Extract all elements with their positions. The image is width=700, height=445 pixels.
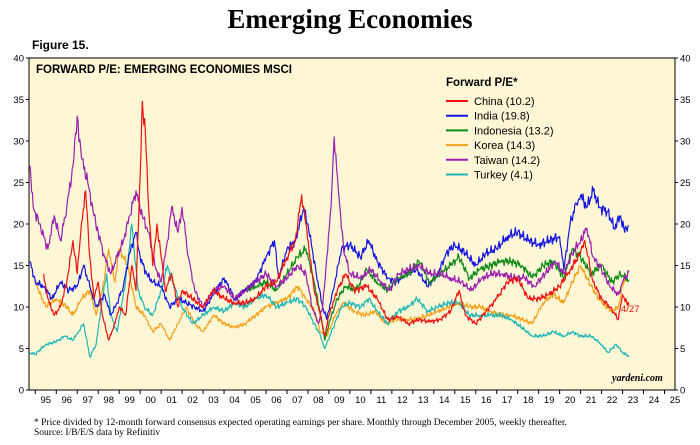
x-tick-label: 14 (439, 395, 450, 406)
legend-label: China (10.2) (474, 96, 535, 108)
legend-label: India (19.8) (474, 111, 530, 123)
y-tick-label-right: 40 (680, 54, 691, 65)
y-tick-label-right: 35 (680, 95, 691, 106)
y-tick-label-right: 20 (680, 220, 691, 231)
footnote: * Price divided by 12-month forward cons… (34, 418, 567, 428)
y-tick-label-right: 5 (680, 344, 685, 355)
x-tick-label: 16 (481, 395, 492, 406)
series-line (34, 248, 630, 341)
x-tick-label: 18 (523, 395, 534, 406)
legend-label: Korea (14.3) (474, 140, 535, 152)
series-line (245, 245, 630, 341)
y-tick-label-right: 30 (680, 137, 691, 148)
y-tick-label-right: 10 (680, 303, 691, 314)
legend-label: Indonesia (13.2) (474, 125, 554, 137)
x-tick-label: 07 (292, 395, 303, 406)
x-tick-label: 15 (460, 395, 471, 406)
y-tick-label-right: 15 (680, 261, 691, 272)
x-tick-label: 09 (334, 395, 345, 406)
y-tick-label-left: 30 (13, 137, 24, 148)
legend-title: Forward P/E* (446, 77, 518, 89)
x-tick-label: 96 (61, 395, 72, 406)
x-tick-label: 11 (376, 395, 386, 406)
x-tick-label: 24 (649, 395, 660, 406)
y-tick-label-right: 0 (680, 386, 685, 397)
figure-label: Figure 15. (32, 38, 89, 52)
y-tick-label-left: 35 (13, 95, 24, 106)
x-tick-label: 95 (40, 395, 51, 406)
series-line (29, 185, 630, 320)
plot-background (28, 57, 676, 391)
page-title: Emerging Economies (227, 4, 473, 34)
end-annotation: 4/27 (621, 304, 640, 315)
x-tick-label: 04 (229, 395, 240, 406)
x-tick-label: 06 (271, 395, 282, 406)
x-tick-label: 01 (166, 395, 177, 406)
x-tick-label: 99 (124, 395, 135, 406)
x-tick-label: 13 (418, 395, 429, 406)
x-tick-label: 00 (145, 395, 156, 406)
x-tick-label: 19 (544, 395, 555, 406)
x-tick-label: 05 (250, 395, 261, 406)
y-tick-label-left: 15 (13, 261, 24, 272)
y-tick-label-right: 25 (680, 178, 691, 189)
x-tick-label: 02 (187, 395, 198, 406)
y-tick-label-left: 25 (13, 178, 24, 189)
x-tick-label: 17 (502, 395, 513, 406)
chart-title: FORWARD P/E: EMERGING ECONOMIES MSCI (36, 64, 292, 76)
y-tick-label-left: 10 (13, 303, 24, 314)
series-line (43, 100, 630, 341)
x-tick-label: 12 (397, 395, 408, 406)
x-tick-label: 21 (586, 395, 597, 406)
x-tick-label: 20 (565, 395, 576, 406)
x-tick-label: 10 (355, 395, 366, 406)
x-tick-label: 08 (313, 395, 324, 406)
legend: China (10.2) India (19.8) Indonesia (13.2)… (446, 96, 554, 182)
source-note: Source: I/B/E/S data by Refinitiv (34, 428, 161, 438)
y-tick-label-left: 5 (19, 344, 24, 355)
x-tick-label: 98 (103, 395, 114, 406)
series-line (29, 115, 630, 325)
y-tick-label-left: 20 (13, 220, 24, 231)
x-tick-label: 25 (670, 395, 681, 406)
watermark: yardeni.com (611, 373, 663, 384)
y-tick-label-left: 40 (13, 54, 24, 65)
x-tick-label: 03 (208, 395, 219, 406)
x-tick-label: 22 (607, 395, 618, 406)
legend-label: Taiwan (14.2) (474, 155, 540, 167)
x-tick-label: 23 (628, 395, 639, 406)
legend-label: Turkey (4.1) (474, 170, 533, 182)
series-line (29, 223, 630, 358)
y-tick-label-left: 0 (19, 386, 24, 397)
x-tick-label: 97 (82, 395, 93, 406)
